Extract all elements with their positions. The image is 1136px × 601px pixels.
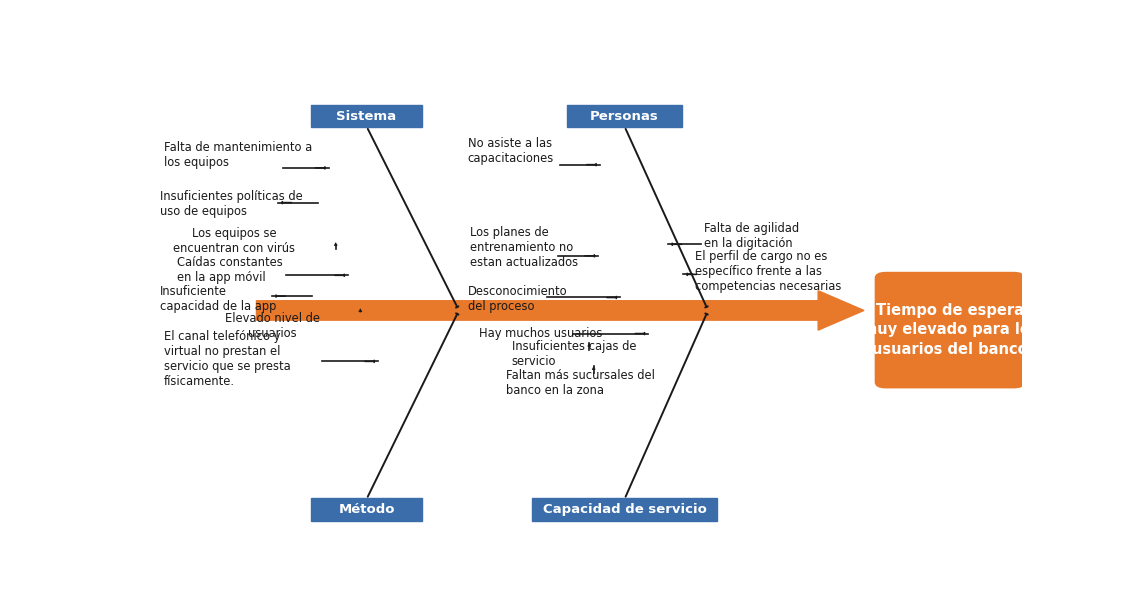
FancyBboxPatch shape <box>311 498 421 520</box>
FancyArrow shape <box>257 291 864 330</box>
Text: El canal telefónico y
virtual no prestan el
servicio que se presta
físicamente.: El canal telefónico y virtual no prestan… <box>164 330 291 388</box>
Text: Capacidad de servicio: Capacidad de servicio <box>543 503 707 516</box>
Text: Elevado nivel de
usuarios: Elevado nivel de usuarios <box>225 312 320 340</box>
Text: Insuficientes políticas de
uso de equipos: Insuficientes políticas de uso de equipo… <box>159 190 302 218</box>
Text: Personas: Personas <box>590 109 659 123</box>
Text: Sistema: Sistema <box>336 109 396 123</box>
Text: Tiempo de espera
muy elevado para los
usuarios del banco: Tiempo de espera muy elevado para los us… <box>862 302 1038 357</box>
Text: El perfil de cargo no es
específico frente a las
competencias necesarias: El perfil de cargo no es específico fren… <box>695 249 842 293</box>
Text: Faltan más sucursales del
banco en la zona: Faltan más sucursales del banco en la zo… <box>506 369 654 397</box>
Text: Los planes de
entrenamiento no
estan actualizados: Los planes de entrenamiento no estan act… <box>470 227 578 269</box>
Text: Desconocimiento
del proceso: Desconocimiento del proceso <box>468 285 567 313</box>
Text: No asiste a las
capacitaciones: No asiste a las capacitaciones <box>468 137 554 165</box>
FancyBboxPatch shape <box>876 272 1025 388</box>
Text: Hay muchos usuarios: Hay muchos usuarios <box>479 327 602 340</box>
Text: Falta de mantenimiento a
los equipos: Falta de mantenimiento a los equipos <box>164 141 312 169</box>
Text: Insuficiente
capacidad de la app: Insuficiente capacidad de la app <box>159 285 276 313</box>
Text: Caídas constantes
en la app móvil: Caídas constantes en la app móvil <box>177 256 283 284</box>
Text: Falta de agilidad
en la digitación: Falta de agilidad en la digitación <box>703 222 799 251</box>
FancyBboxPatch shape <box>311 105 421 127</box>
FancyBboxPatch shape <box>567 105 682 127</box>
Text: Los equipos se
encuentran con virús: Los equipos se encuentran con virús <box>174 228 295 255</box>
FancyBboxPatch shape <box>532 498 717 520</box>
Text: Método: Método <box>339 503 394 516</box>
Text: Insuficientes cajas de
servicio: Insuficientes cajas de servicio <box>511 340 636 368</box>
